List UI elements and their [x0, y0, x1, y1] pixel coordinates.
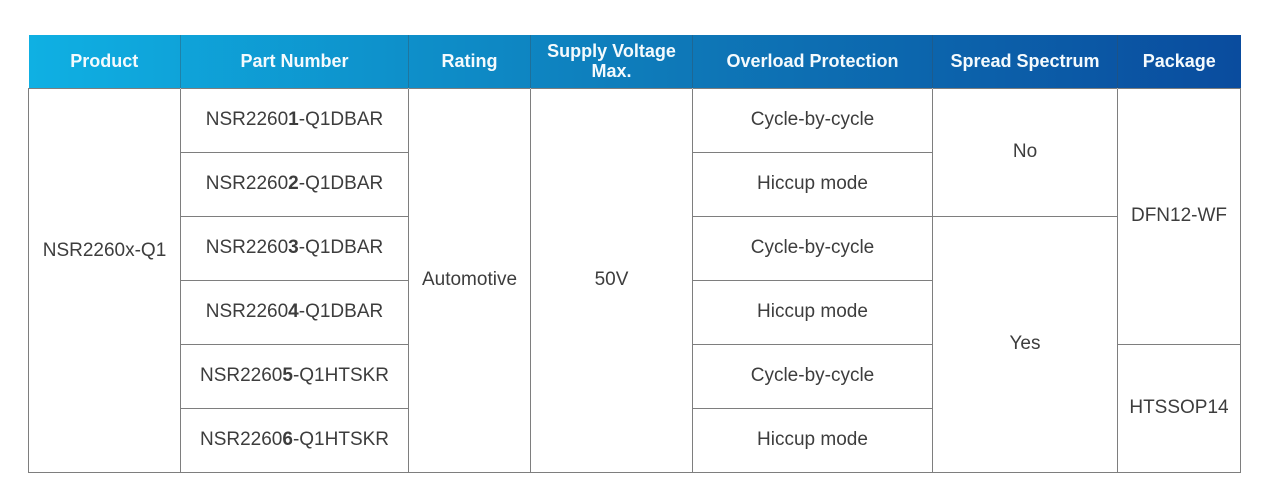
rating-cell: Automotive: [408, 87, 531, 473]
header-spread-spectrum: Spread Spectrum: [932, 35, 1118, 88]
part-number-cell: NSR22601-Q1DBAR: [180, 87, 409, 153]
part-number-suffix: -Q1HTSKR: [292, 365, 390, 386]
part-number-cell: NSR22606-Q1HTSKR: [180, 407, 409, 473]
part-number-digit: 6: [282, 429, 293, 450]
part-number-prefix: NSR2260: [205, 301, 289, 322]
part-number-prefix: NSR2260: [205, 109, 289, 130]
part-number-prefix: NSR2260: [205, 173, 289, 194]
header-supply-voltage-max: Supply Voltage Max.: [530, 35, 693, 88]
table-row: NSR22606-Q1HTSKR Hiccup mode: [29, 407, 1241, 473]
part-number-digit: 2: [288, 173, 299, 194]
table-row: NSR22605-Q1HTSKR Cycle-by-cycle HTSSOP14: [29, 343, 1241, 473]
header-package: Package: [1117, 35, 1241, 88]
part-number-digit: 4: [288, 301, 299, 322]
part-number-suffix: -Q1DBAR: [298, 237, 384, 258]
overload-protection-cell: Cycle-by-cycle: [692, 215, 933, 281]
table-row: NSR22604-Q1DBAR Hiccup mode: [29, 279, 1241, 345]
overload-protection-cell: Cycle-by-cycle: [692, 87, 933, 153]
supply-voltage-cell: 50V: [530, 87, 693, 473]
part-number-digit: 3: [288, 237, 299, 258]
table-row: NSR22602-Q1DBAR Hiccup mode: [29, 151, 1241, 217]
header-part-number: Part Number: [180, 35, 409, 88]
part-number-digit: 5: [282, 365, 293, 386]
part-number-cell: NSR22602-Q1DBAR: [180, 151, 409, 217]
part-number-prefix: NSR2260: [199, 365, 283, 386]
overload-protection-cell: Hiccup mode: [692, 407, 933, 473]
part-number-suffix: -Q1DBAR: [298, 109, 384, 130]
table-row: NSR22603-Q1DBAR Cycle-by-cycle Yes: [29, 215, 1241, 473]
overload-protection-cell: Hiccup mode: [692, 279, 933, 345]
part-number-cell: NSR22604-Q1DBAR: [180, 279, 409, 345]
part-number-prefix: NSR2260: [205, 237, 289, 258]
part-number-suffix: -Q1DBAR: [298, 173, 384, 194]
part-number-suffix: -Q1HTSKR: [292, 429, 390, 450]
part-number-digit: 1: [288, 109, 299, 130]
part-number-prefix: NSR2260: [199, 429, 283, 450]
overload-protection-cell: Hiccup mode: [692, 151, 933, 217]
header-row: Product Part Number Rating Supply Voltag…: [28, 35, 1241, 88]
overload-protection-cell: Cycle-by-cycle: [692, 343, 933, 409]
spread-spectrum-cell-yes: Yes: [932, 215, 1118, 473]
header-overload-protection: Overload Protection: [692, 35, 933, 88]
part-number-cell: NSR22605-Q1HTSKR: [180, 343, 409, 409]
part-number-cell: NSR22603-Q1DBAR: [180, 215, 409, 281]
product-selection-table: Product Part Number Rating Supply Voltag…: [28, 35, 1241, 473]
spread-spectrum-cell-no: No: [932, 87, 1118, 217]
product-cell: NSR2260x-Q1: [28, 87, 181, 473]
product-table: Product Part Number Rating Supply Voltag…: [28, 35, 1241, 473]
part-number-suffix: -Q1DBAR: [298, 301, 384, 322]
header-rating: Rating: [408, 35, 531, 88]
package-cell-dfn12: DFN12-WF: [1117, 87, 1241, 345]
package-cell-htssop14: HTSSOP14: [1117, 343, 1241, 473]
table-row: NSR2260x-Q1 NSR22601-Q1DBAR Automotive 5…: [28, 87, 1241, 473]
header-product: Product: [70, 50, 139, 71]
